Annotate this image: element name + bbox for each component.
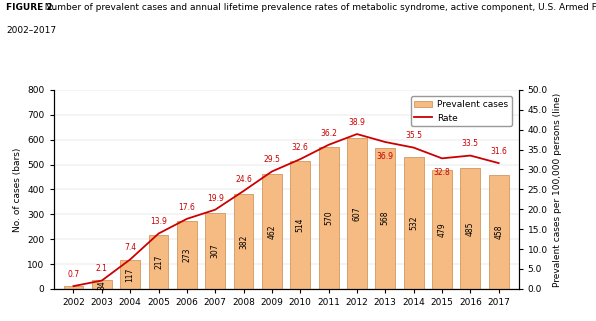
Text: 273: 273 [182,248,191,262]
Text: 217: 217 [154,255,163,269]
Text: 2.1: 2.1 [96,265,108,273]
Text: 31.6: 31.6 [491,147,507,156]
Text: 485: 485 [466,221,475,236]
Text: 607: 607 [352,206,361,221]
Text: 0.7: 0.7 [67,270,79,279]
Text: 36.2: 36.2 [320,129,337,138]
Text: 34: 34 [97,280,106,290]
Text: 382: 382 [239,234,248,248]
Text: 532: 532 [409,215,418,230]
Text: 514: 514 [296,218,305,232]
Text: 117: 117 [126,267,135,282]
Text: 24.6: 24.6 [235,175,252,184]
Text: 17.6: 17.6 [178,203,195,212]
Text: 568: 568 [381,211,390,225]
Bar [177,221,197,289]
Text: 19.9: 19.9 [207,194,224,203]
Bar [375,148,395,289]
Bar [64,286,83,289]
Text: 479: 479 [437,222,446,237]
Bar [120,260,140,289]
Text: 462: 462 [268,224,277,239]
Text: 307: 307 [211,243,220,258]
Text: 32.8: 32.8 [434,168,451,177]
Text: Number of prevalent cases and annual lifetime prevalence rates of metabolic synd: Number of prevalent cases and annual lif… [39,3,596,12]
Bar [319,147,339,289]
Bar [92,281,112,289]
Y-axis label: Prevalent cases per 100,000 persons (line): Prevalent cases per 100,000 persons (lin… [553,92,562,287]
Text: 7.4: 7.4 [124,243,136,252]
Bar [461,168,480,289]
Text: 38.9: 38.9 [349,118,365,127]
Text: FIGURE 2.: FIGURE 2. [6,3,56,12]
Text: 36.9: 36.9 [377,152,394,161]
Y-axis label: No. of cases (bars): No. of cases (bars) [13,147,22,231]
Text: 29.5: 29.5 [263,155,280,164]
Bar [347,138,367,289]
Text: 35.5: 35.5 [405,131,422,140]
Text: 458: 458 [494,225,503,239]
Bar [403,157,424,289]
Bar [148,235,169,289]
Bar [205,213,225,289]
Text: 570: 570 [324,211,333,225]
Text: 2002–2017: 2002–2017 [6,26,56,35]
Text: 32.6: 32.6 [292,143,309,152]
Bar [290,161,310,289]
Legend: Prevalent cases, Rate: Prevalent cases, Rate [411,96,512,126]
Text: 13.9: 13.9 [150,217,167,226]
Text: 33.5: 33.5 [462,139,479,148]
Bar [262,174,282,289]
Bar [489,175,508,289]
Bar [432,170,452,289]
Bar [234,194,253,289]
